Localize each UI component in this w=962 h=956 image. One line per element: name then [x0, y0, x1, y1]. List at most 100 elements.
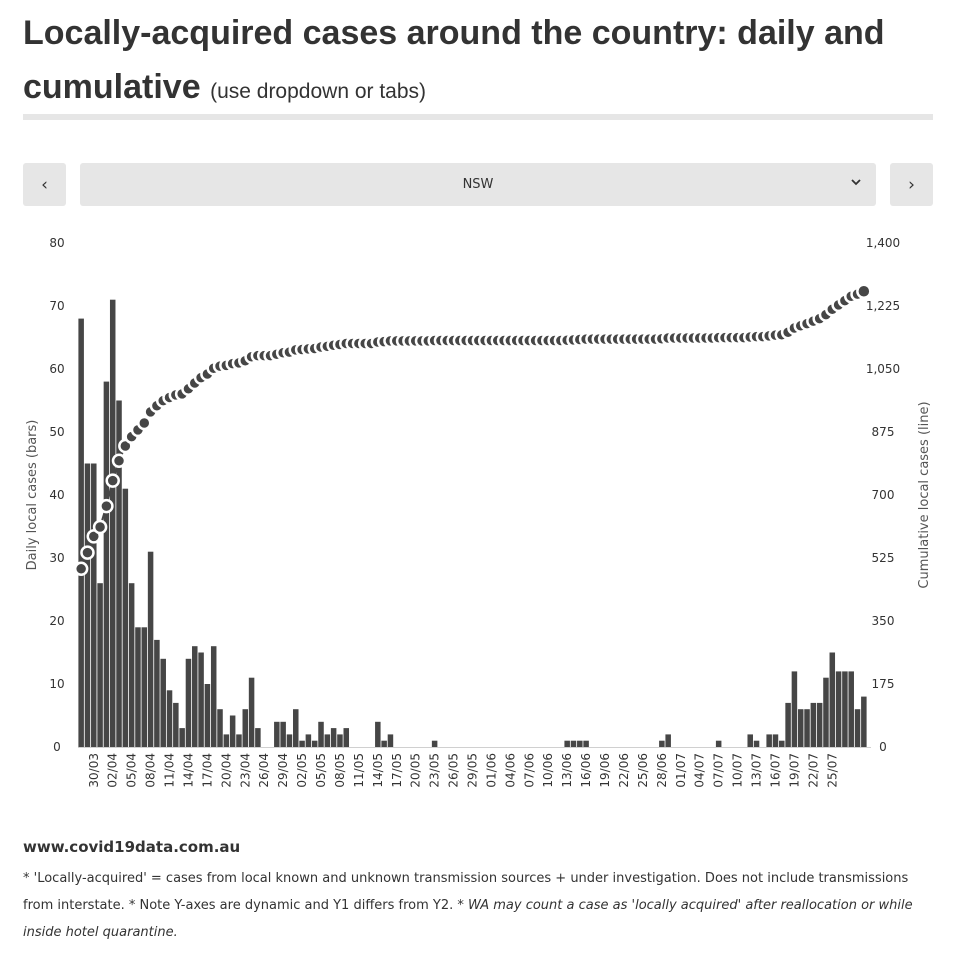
- cumulative-point: [137, 415, 152, 431]
- x-tick-label: 29/05: [466, 753, 480, 788]
- daily-bar: [431, 740, 438, 747]
- daily-bar: [797, 709, 804, 747]
- daily-bar: [823, 677, 829, 747]
- daily-bar: [217, 709, 223, 747]
- daily-bar: [116, 400, 122, 747]
- daily-bar: [753, 740, 760, 747]
- x-tick-label: 22/06: [617, 753, 631, 788]
- cases-chart: 0 10 20 30 40 50 60 70 80 0 175 350 525 700 875 1,050 1,…: [25, 236, 932, 788]
- y-right-tick-label: 1,225: [866, 299, 900, 313]
- daily-bar: [141, 627, 148, 747]
- daily-bar: [242, 709, 249, 747]
- x-tick-label: 14/05: [371, 753, 385, 788]
- daily-bar: [387, 734, 394, 747]
- daily-bar: [173, 702, 179, 747]
- next-region-button[interactable]: ›: [890, 163, 933, 206]
- daily-bar: [577, 740, 583, 747]
- cumulative-point: [80, 545, 95, 560]
- daily-bar: [337, 734, 343, 747]
- daily-bar: [147, 551, 154, 747]
- region-dropdown[interactable]: NSW: [80, 163, 876, 206]
- daily-bar: [154, 639, 160, 747]
- x-tick-label: 28/06: [655, 753, 669, 788]
- daily-bar: [747, 734, 753, 747]
- cumulative-point: [105, 473, 120, 488]
- y-left-tick-label: 60: [49, 362, 64, 376]
- y-right-tick-label: 0: [879, 740, 887, 754]
- x-tick-label: 07/06: [522, 753, 536, 788]
- x-tick-label: 04/06: [503, 753, 517, 788]
- x-tick-label: 01/06: [484, 753, 498, 788]
- daily-bar: [109, 299, 116, 747]
- x-tick-label: 05/04: [125, 753, 139, 788]
- y-right-tick-label: 1,050: [866, 362, 900, 376]
- daily-bar: [286, 734, 293, 747]
- previous-region-button[interactable]: ‹: [23, 163, 66, 206]
- x-tick-label: 11/04: [163, 753, 177, 788]
- y-right-tick-label: 1,400: [866, 236, 900, 250]
- y-left-axis-title: Daily local cases (bars): [25, 420, 40, 571]
- daily-bar: [128, 583, 135, 747]
- x-tick-label: 16/06: [579, 753, 593, 788]
- chevron-down-icon: [850, 176, 862, 192]
- x-tick-label: 17/04: [200, 753, 214, 788]
- cumulative-point: [73, 561, 89, 577]
- x-tick-label: 25/06: [636, 753, 650, 788]
- y-left-tick-label: 40: [49, 488, 64, 502]
- daily-bar: [135, 627, 141, 747]
- daily-bar: [204, 684, 211, 747]
- daily-bar: [318, 721, 324, 747]
- x-tick-label: 26/05: [447, 753, 461, 788]
- x-tick-label: 23/05: [428, 753, 442, 788]
- daily-bar: [343, 728, 350, 747]
- x-tick-label: 20/04: [219, 753, 233, 788]
- daily-bar: [766, 734, 772, 747]
- y-left-tick-label: 10: [49, 677, 64, 691]
- x-tick-label: 19/06: [598, 753, 612, 788]
- daily-bar: [842, 671, 848, 747]
- daily-bar: [166, 690, 173, 747]
- daily-bar: [84, 463, 91, 747]
- chevron-left-icon: ‹: [41, 174, 48, 195]
- daily-bar: [223, 734, 230, 747]
- y-left-tick-label: 80: [49, 236, 64, 250]
- title-text: Locally-acquired cases around the countr…: [23, 14, 885, 106]
- daily-bar: [192, 646, 198, 747]
- chevron-right-icon: ›: [908, 174, 915, 195]
- x-tick-label: 13/07: [750, 753, 764, 788]
- daily-bar: [97, 583, 103, 747]
- y-left-tick-label: 70: [49, 299, 64, 313]
- source-site: www.covid19data.com.au: [23, 838, 241, 856]
- daily-bar: [583, 740, 589, 747]
- y-right-tick-label: 525: [872, 551, 895, 565]
- daily-bar: [198, 652, 204, 747]
- daily-bar: [229, 715, 236, 747]
- footnote: * 'Locally-acquired' = cases from local …: [23, 865, 938, 946]
- cumulative-point: [111, 453, 127, 469]
- x-tick-label: 23/04: [238, 753, 252, 788]
- x-tick-label: 10/06: [541, 753, 555, 788]
- title-divider: [23, 114, 933, 120]
- x-tick-label: 02/05: [295, 753, 309, 788]
- daily-bar: [785, 702, 791, 747]
- daily-bar: [375, 721, 381, 747]
- y-right-tick-label: 875: [872, 425, 895, 439]
- x-tick-label: 20/05: [409, 753, 423, 788]
- y-left-tick-label: 30: [49, 551, 64, 565]
- y-right-axis-title: Cumulative local cases (line): [917, 401, 932, 588]
- x-tick-label: 08/05: [333, 753, 347, 788]
- x-tick-label: 22/07: [806, 753, 820, 788]
- daily-bar: [564, 740, 570, 747]
- x-tick-label: 13/06: [560, 753, 574, 788]
- daily-bar: [715, 740, 722, 747]
- daily-bar: [570, 740, 577, 747]
- daily-bar: [103, 381, 110, 747]
- daily-bar: [772, 734, 779, 747]
- region-dropdown-value: NSW: [462, 177, 494, 192]
- daily-bar: [665, 734, 671, 747]
- daily-bar: [330, 728, 337, 747]
- x-tick-label: 07/07: [712, 753, 726, 788]
- daily-bar: [185, 658, 192, 747]
- daily-bar: [324, 734, 331, 747]
- title-hint: (use dropdown or tabs): [210, 80, 427, 103]
